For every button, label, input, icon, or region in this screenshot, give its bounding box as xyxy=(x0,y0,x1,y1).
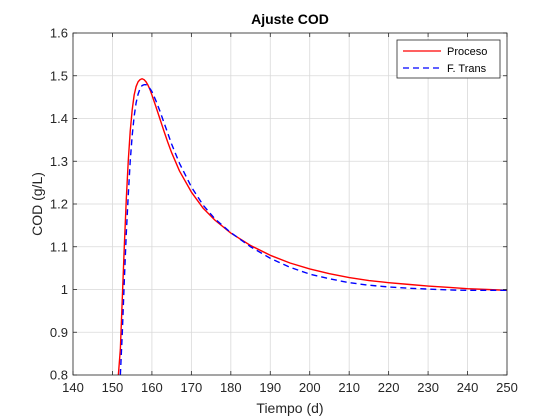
series-line-f-trans xyxy=(119,84,507,376)
series-line-proceso xyxy=(117,78,508,376)
x-tick-labels: 140 150 160 170 180 190 200 210 220 230 240 250 xyxy=(62,380,518,395)
legend-label-proceso: Proceso xyxy=(447,46,487,58)
y-axis-label: COD (g/L) xyxy=(29,172,45,236)
x-tick-label: 140 xyxy=(62,380,84,395)
y-tick-labels: 0.8 0.9 1 1.1 1.2 1.3 1.4 1.5 1.6 xyxy=(50,26,68,383)
y-tick-label: 1.4 xyxy=(50,111,68,126)
x-tick-label: 220 xyxy=(378,380,400,395)
x-tick-label: 230 xyxy=(417,380,439,395)
x-axis-label: Tiempo (d) xyxy=(256,400,323,416)
legend: Proceso F. Trans xyxy=(396,39,501,79)
x-tick-label: 250 xyxy=(496,380,518,395)
y-tick-label: 1.3 xyxy=(50,154,68,169)
x-tick-label: 200 xyxy=(299,380,321,395)
chart-title: Ajuste COD xyxy=(251,11,329,27)
y-tick-label: 1.6 xyxy=(50,26,68,41)
y-tick-label: 1.5 xyxy=(50,68,68,83)
y-tick-label: 1.1 xyxy=(50,239,68,254)
y-tick-label: 1.2 xyxy=(50,197,68,212)
x-tick-label: 180 xyxy=(220,380,242,395)
legend-label-f-trans: F. Trans xyxy=(447,63,487,75)
ticks xyxy=(72,32,508,376)
x-tick-label: 150 xyxy=(102,380,124,395)
x-tick-label: 240 xyxy=(457,380,479,395)
y-tick-label: 0.8 xyxy=(50,368,68,383)
legend-box xyxy=(396,39,501,79)
x-tick-label: 190 xyxy=(259,380,281,395)
x-tick-label: 170 xyxy=(181,380,203,395)
x-tick-label: 210 xyxy=(338,380,360,395)
y-tick-label: 1 xyxy=(61,282,68,297)
y-tick-label: 0.9 xyxy=(50,325,68,340)
x-tick-label: 160 xyxy=(141,380,163,395)
series-layer xyxy=(117,78,508,376)
